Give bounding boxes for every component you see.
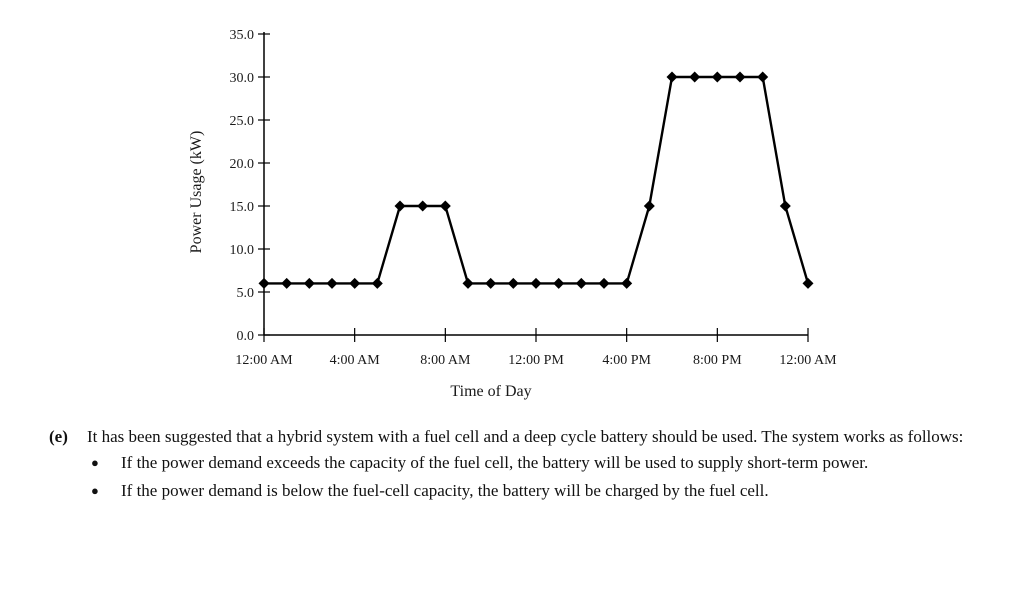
data-point — [326, 277, 338, 289]
y-tick-label: 15.0 — [230, 200, 255, 215]
data-point — [734, 71, 746, 83]
question-label: (e) — [49, 427, 68, 446]
bullet-list: ● If the power demand exceeds the capaci… — [45, 452, 1015, 502]
y-tick-label: 0.0 — [237, 329, 255, 344]
data-point — [711, 71, 723, 83]
data-point — [462, 277, 474, 289]
bullet-icon: ● — [91, 455, 99, 470]
data-point — [507, 277, 519, 289]
y-tick-label: 10.0 — [230, 243, 255, 258]
data-point — [643, 200, 655, 212]
list-item: ● If the power demand is below the fuel-… — [87, 480, 1015, 502]
data-point — [303, 277, 315, 289]
bullet-text: If the power demand exceeds the capacity… — [121, 453, 869, 472]
x-tick-label: 4:00 AM — [330, 353, 381, 368]
power-usage-chart: 0.0 5.0 10.0 15.0 20.0 25.0 30.0 35.0 12:00 AM 4… — [188, 28, 837, 400]
data-point — [553, 277, 565, 289]
data-point — [417, 200, 429, 212]
y-axis: 0.0 5.0 10.0 15.0 20.0 25.0 30.0 35.0 — [230, 28, 270, 344]
data-point — [281, 277, 293, 289]
data-point — [394, 200, 406, 212]
x-tick-label: 8:00 AM — [420, 353, 471, 368]
data-point — [439, 200, 451, 212]
data-point — [598, 277, 610, 289]
y-tick-label: 25.0 — [230, 114, 255, 129]
data-point — [575, 277, 587, 289]
data-point — [371, 277, 383, 289]
x-axis-label: Time of Day — [450, 383, 531, 400]
data-point — [485, 277, 497, 289]
question-e: (e) It has been suggested that a hybrid … — [45, 426, 1015, 508]
x-tick-label: 12:00 PM — [508, 353, 564, 368]
x-tick-label: 12:00 AM — [779, 353, 837, 368]
y-tick-label: 35.0 — [230, 28, 255, 43]
y-tick-label: 5.0 — [237, 286, 255, 301]
data-point — [666, 71, 678, 83]
y-axis-label: Power Usage (kW) — [188, 131, 205, 254]
data-point — [757, 71, 769, 83]
data-point — [530, 277, 542, 289]
x-tick-label: 12:00 AM — [235, 353, 293, 368]
data-point — [802, 277, 814, 289]
x-axis: 12:00 AM 4:00 AM 8:00 AM 12:00 PM 4:00 PM 8:0… — [235, 328, 837, 368]
data-point — [779, 200, 791, 212]
y-tick-label: 20.0 — [230, 157, 255, 172]
series-line-group — [264, 75, 810, 285]
bullet-icon: ● — [91, 483, 99, 498]
y-tick-label: 30.0 — [230, 71, 255, 86]
list-item: ● If the power demand exceeds the capaci… — [87, 452, 1015, 474]
data-point — [621, 277, 633, 289]
data-point — [258, 277, 270, 289]
x-tick-label: 4:00 PM — [602, 353, 651, 368]
data-point — [689, 71, 701, 83]
bullet-text: If the power demand is below the fuel-ce… — [121, 481, 769, 500]
series-points-group — [258, 71, 814, 289]
question-intro: It has been suggested that a hybrid syst… — [87, 427, 964, 446]
data-point — [349, 277, 361, 289]
series-line — [264, 75, 810, 285]
x-tick-label: 8:00 PM — [693, 353, 742, 368]
